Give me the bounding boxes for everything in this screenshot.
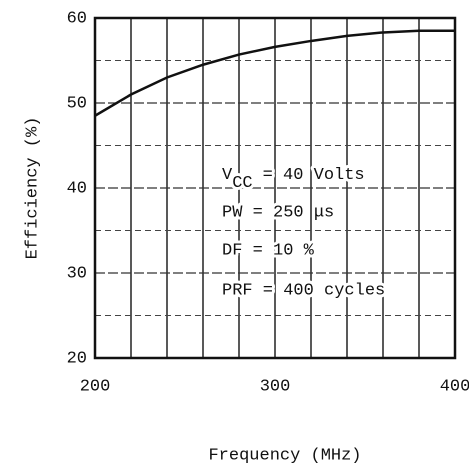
annotation: PW = 250 μs	[222, 203, 334, 222]
plot-frame	[93, 16, 457, 360]
y-tick-label: 20	[67, 349, 87, 368]
y-tick-label: 40	[67, 179, 87, 198]
x-tick-label: 400	[440, 377, 469, 396]
annotation: DF = 10 %	[222, 241, 315, 260]
annotation-symbol: V	[222, 166, 233, 185]
y-axis-label: Efficiency (%)	[23, 117, 42, 260]
x-tick-label: 200	[80, 377, 111, 396]
data-line	[94, 29, 455, 117]
annotation: PRF = 400 cycles	[222, 281, 385, 300]
annotation-subscript: CC	[232, 174, 252, 193]
x-axis-label: Frequency (MHz)	[208, 446, 361, 465]
y-tick-label: 60	[67, 9, 87, 28]
annotation: VCC = 40 Volts	[222, 166, 365, 193]
annotation-text: = 40 Volts	[263, 166, 365, 185]
x-tick-label: 300	[260, 377, 291, 396]
y-tick-label: 30	[67, 264, 87, 283]
y-tick-label: 50	[67, 94, 87, 113]
